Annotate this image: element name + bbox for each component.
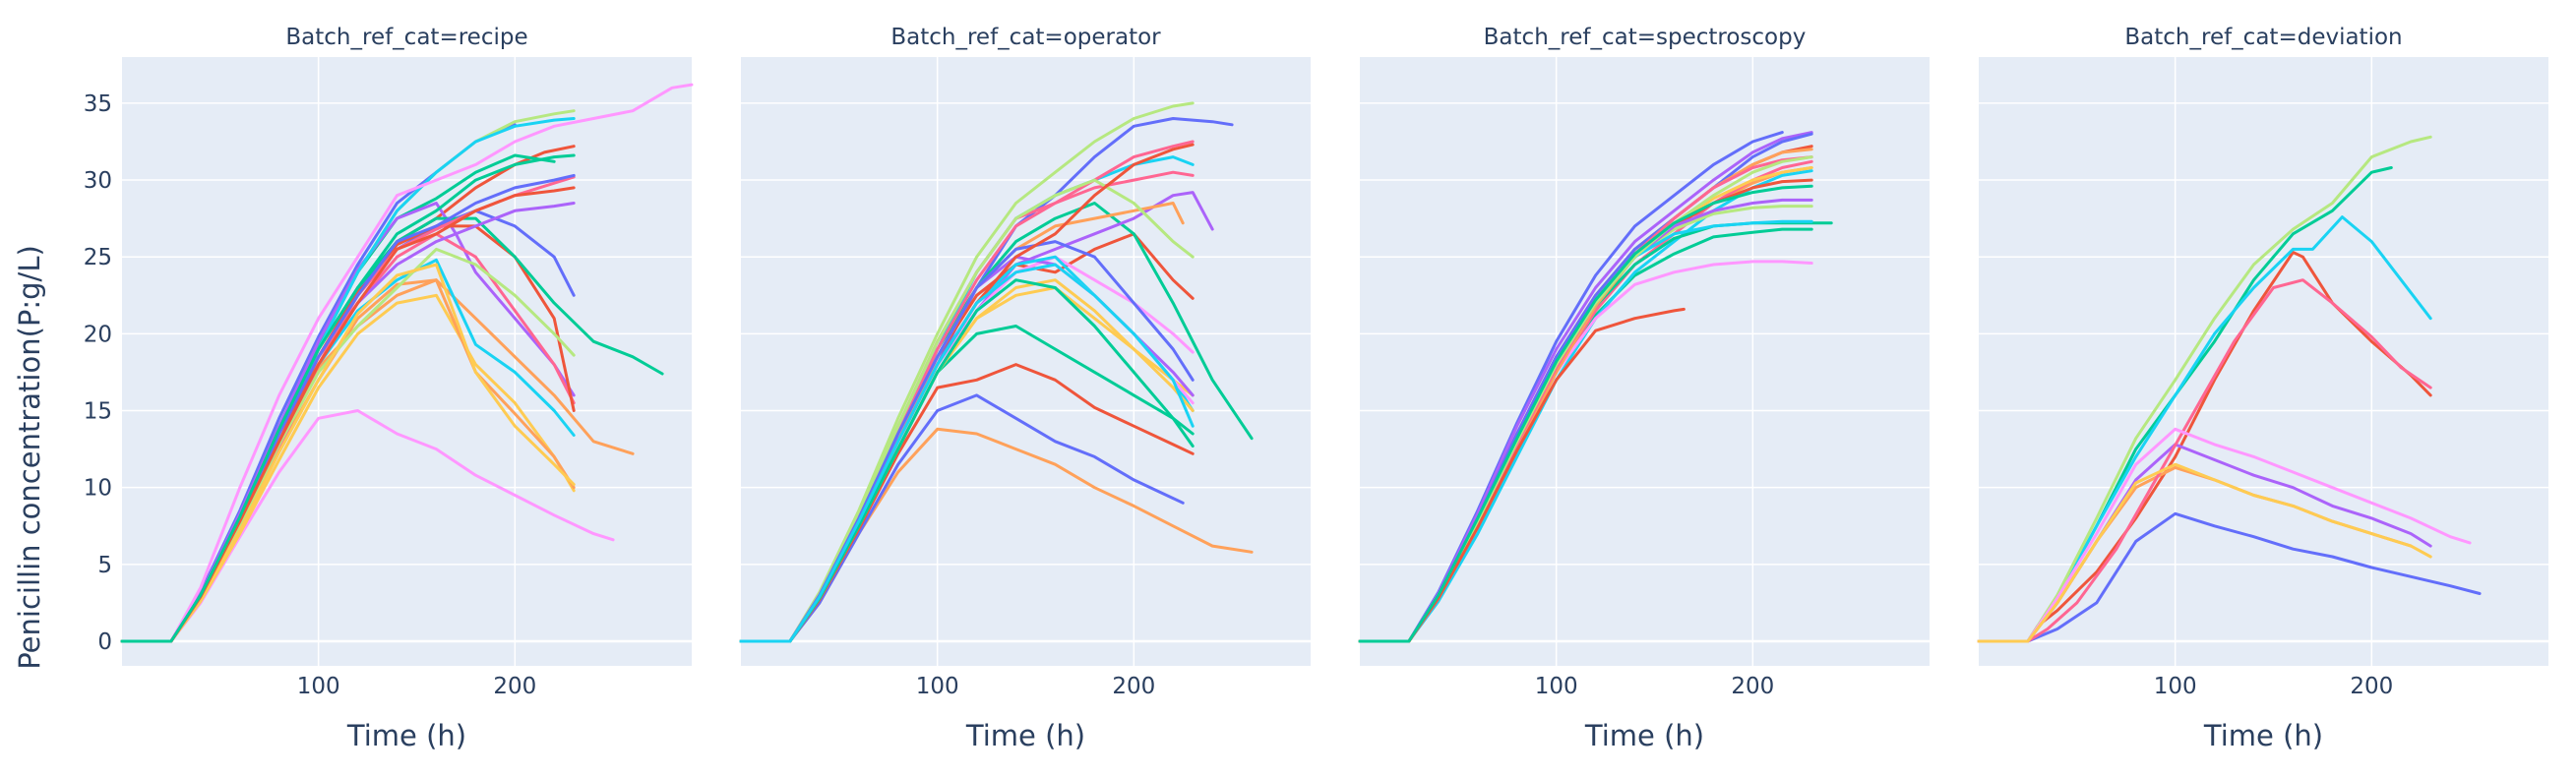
x-tick-label: 100 — [2154, 674, 2197, 699]
series-line-0-18 — [120, 83, 694, 643]
y-tick-label: 15 — [84, 399, 112, 425]
facet-panel-0: Batch_ref_cat=recipe 100 200 Time (h) 0 5 10 15… — [84, 25, 694, 752]
y-tick-label: 0 — [97, 629, 112, 655]
x-tick-label: 200 — [493, 674, 536, 699]
y-tick-label: 25 — [84, 245, 112, 270]
x-axis-title: Time (h) — [965, 719, 1085, 752]
x-tick-label: 200 — [1731, 674, 1774, 699]
series-line-3-0 — [1977, 511, 2482, 643]
x-tick-label: 100 — [916, 674, 959, 699]
series-line-3-8 — [1977, 427, 2472, 643]
x-tick-label: 200 — [2350, 674, 2393, 699]
x-axis-title: Time (h) — [1584, 719, 1704, 752]
facet-title: Batch_ref_cat=operator — [890, 25, 1161, 50]
y-tick-label: 30 — [84, 168, 112, 194]
x-tick-label: 100 — [297, 674, 340, 699]
series-line-0-9 — [120, 293, 576, 643]
series-line-2-19 — [1358, 184, 1813, 643]
facet-panel-2: Batch_ref_cat=spectroscopy 100 200 Time (h) — [1358, 25, 1930, 752]
plot-background — [1979, 57, 2548, 666]
x-axis-title: Time (h) — [2203, 719, 2323, 752]
series-line-1-23 — [739, 263, 1195, 643]
series-line-3-7 — [1977, 135, 2432, 643]
series-line-3-9 — [1977, 462, 2432, 643]
x-tick-label: 100 — [1535, 674, 1578, 699]
y-tick-label: 35 — [84, 91, 112, 117]
y-tick-label: 10 — [84, 476, 112, 502]
series-line-3-6 — [1977, 278, 2432, 643]
y-tick-label: 5 — [97, 553, 112, 578]
x-tick-label: 200 — [1112, 674, 1155, 699]
facet-title: Batch_ref_cat=spectroscopy — [1484, 25, 1807, 50]
series-line-0-22 — [120, 153, 576, 643]
facet-panels: Batch_ref_cat=recipe 100 200 Time (h) 0 5 10 15… — [84, 25, 2548, 752]
y-axis-title: Penicillin concentration(P:g/L) — [13, 245, 46, 670]
facet-title: Batch_ref_cat=recipe — [285, 25, 527, 50]
facet-panel-1: Batch_ref_cat=operator 100 200 Time (h) — [739, 25, 1311, 752]
series-line-1-10 — [739, 393, 1185, 643]
y-tick-label: 20 — [84, 322, 112, 347]
facet-panel-3: Batch_ref_cat=deviation 100 200 Time (h) — [1977, 25, 2548, 752]
facet-title: Batch_ref_cat=deviation — [2124, 25, 2402, 50]
x-axis-title: Time (h) — [346, 719, 466, 752]
